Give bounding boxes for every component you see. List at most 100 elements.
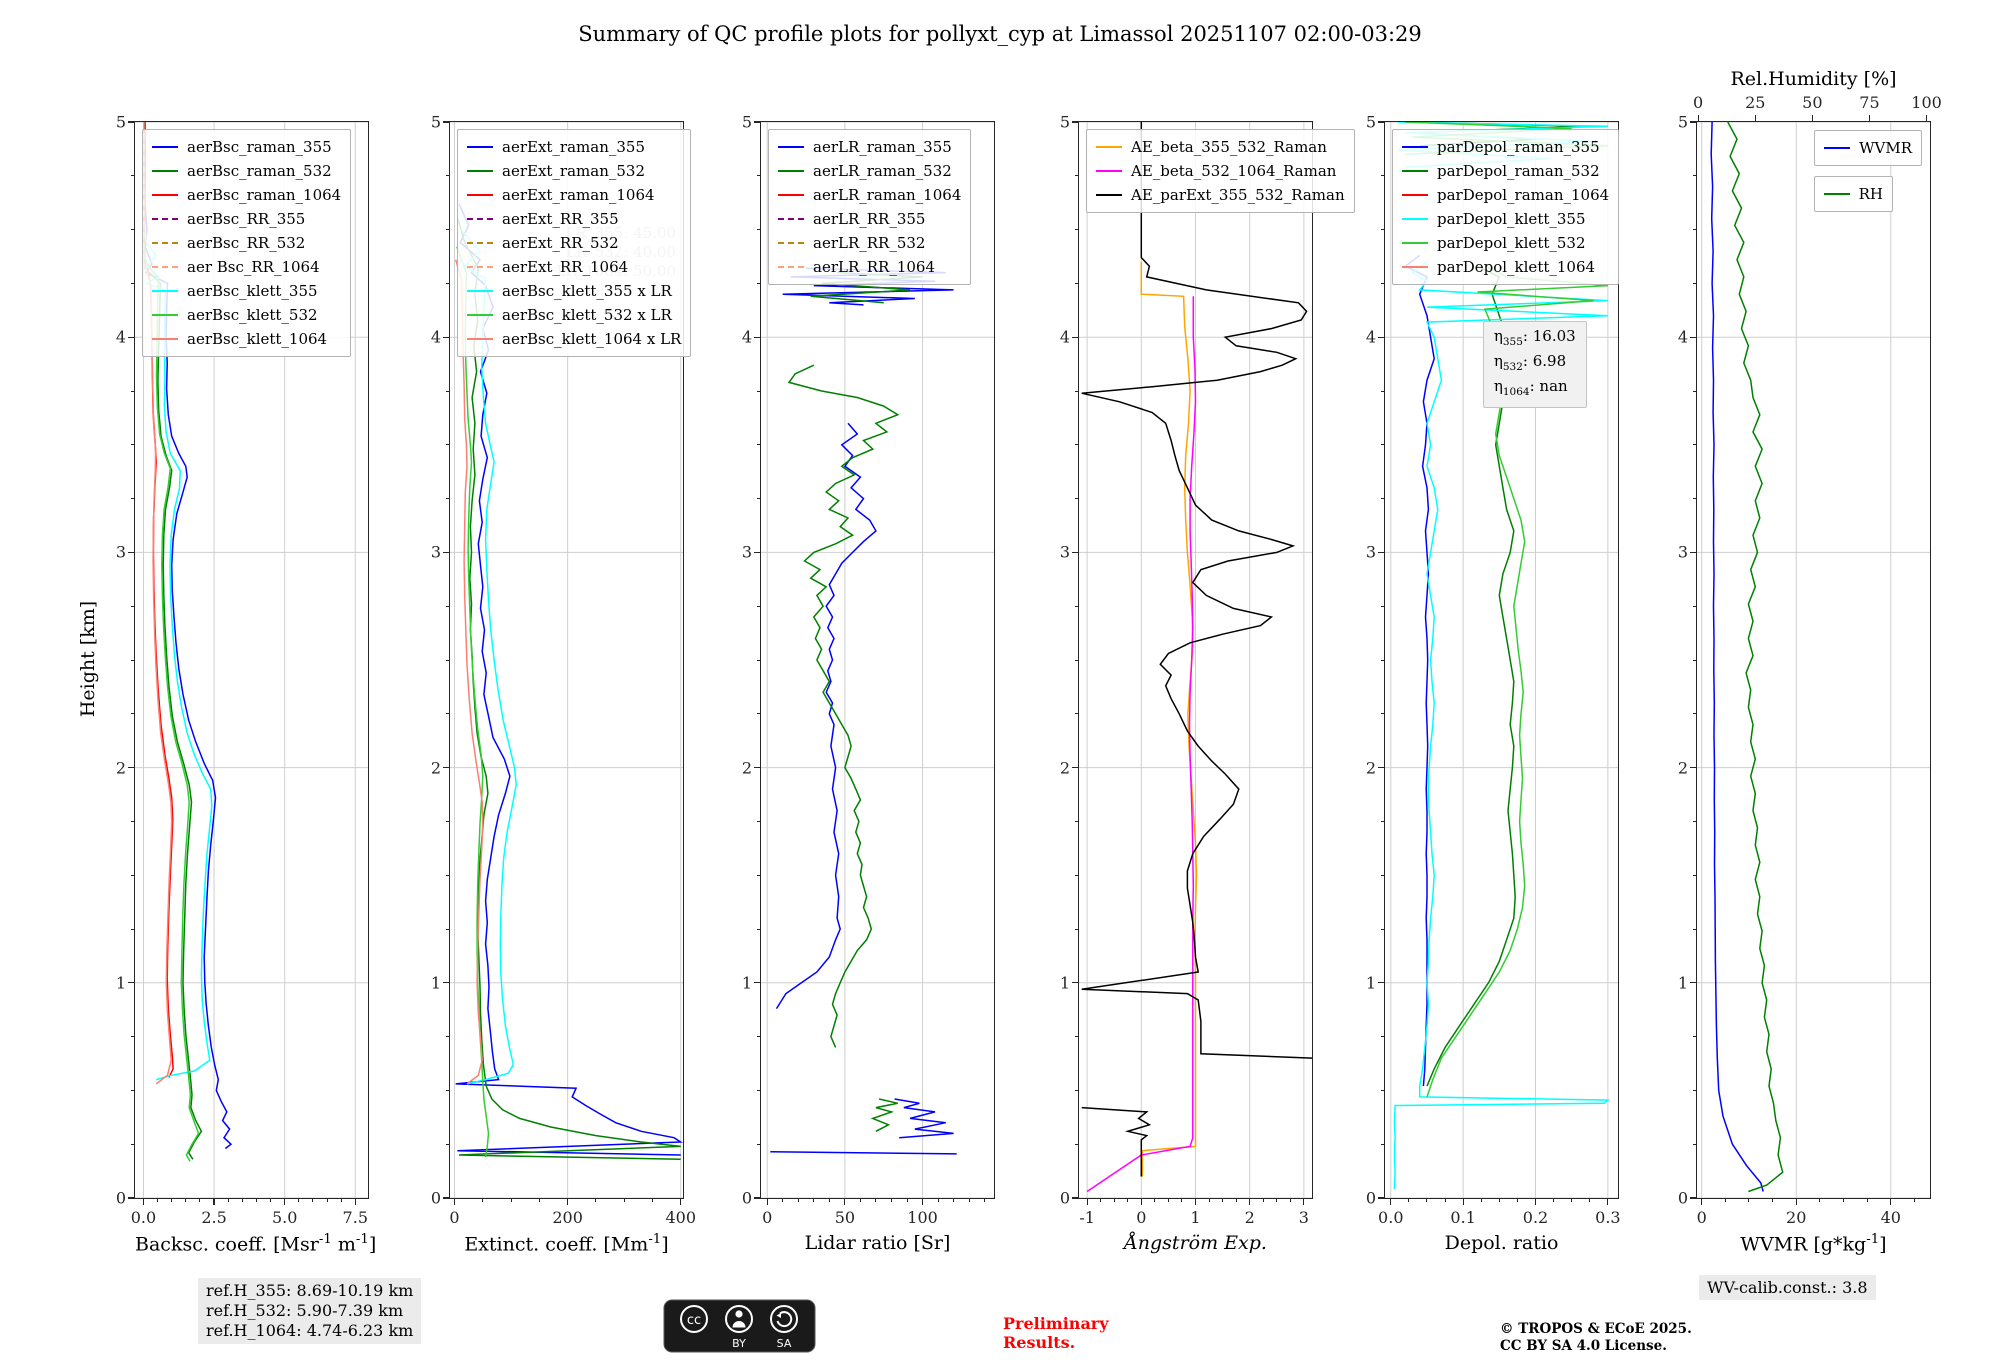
- panel-lidar-ratio: 0 50 100 0 1 2 3 4 5 Lidar ratio [Sr] aerLR_raman_…: [742, 113, 995, 1254]
- legend: parDepol_raman_355 parDepol_raman_532 parD…: [1392, 129, 1620, 285]
- tick-mark: [1690, 121, 1697, 123]
- tick-label: 2: [1365, 758, 1376, 778]
- legend-line-sample: [467, 218, 493, 220]
- x-axis-label: Ångström Exp.: [1124, 1232, 1267, 1254]
- tick-mark: [1693, 444, 1697, 446]
- legend-item: aerExt_raman_355: [467, 135, 681, 159]
- tick-label: 100: [1911, 93, 1942, 112]
- legend: aerBsc_raman_355 aerBsc_raman_532 aerBsc_r…: [142, 129, 352, 357]
- legend-item: aerBsc_RR_532: [152, 231, 341, 255]
- share-alike-arrowhead: [776, 1313, 781, 1318]
- tick-label: 50: [1802, 93, 1823, 112]
- tick-mark: [131, 605, 135, 607]
- tick-mark: [446, 390, 450, 392]
- legend-line-sample: [1402, 218, 1428, 220]
- tick-mark: [1693, 1089, 1697, 1091]
- tick-mark: [538, 1198, 540, 1202]
- legend: RH: [1813, 176, 1893, 212]
- legend-item-label: aer Bsc_RR_1064: [187, 258, 320, 276]
- tick-mark: [754, 551, 761, 553]
- legend-line-sample: [467, 290, 493, 292]
- tick-label: 20: [1786, 1208, 1807, 1227]
- tick-mark: [284, 1198, 286, 1205]
- tick-mark: [623, 1198, 625, 1202]
- tick-mark: [443, 121, 450, 123]
- x-axis-label: WVMR [g*kg-1]: [1740, 1232, 1887, 1256]
- tick-mark: [890, 1198, 892, 1202]
- tick-mark: [446, 605, 450, 607]
- tick-mark: [1167, 1198, 1169, 1202]
- tick-mark: [1235, 1198, 1237, 1202]
- legend: AE_beta_355_532_Raman AE_beta_532_1064_Ra…: [1086, 129, 1355, 213]
- tick-mark: [1607, 1198, 1609, 1205]
- preliminary-results-note: Preliminary Results.: [1003, 1314, 1109, 1352]
- legend-line-sample: [1402, 242, 1428, 244]
- legend-item-label: parDepol_raman_532: [1437, 162, 1600, 180]
- tick-mark: [937, 1198, 939, 1202]
- annotation-line: η1064: nan: [1493, 377, 1568, 399]
- tick-mark: [142, 1198, 145, 1205]
- tick-mark: [1075, 605, 1079, 607]
- tick-label: 1: [430, 973, 441, 993]
- tick-label: 0: [741, 1188, 752, 1208]
- tick-mark: [1381, 444, 1385, 446]
- tick-mark: [1748, 1198, 1750, 1202]
- tick-mark: [1690, 336, 1697, 338]
- legend-item: aerBsc_klett_1064: [152, 327, 341, 351]
- tick-mark: [1754, 115, 1756, 122]
- panel-backscatter: 0.0 2.5 5.0 7.5 0 1 2 3 4 5 Backsc. coeff. [Msr-1 …: [116, 113, 376, 1256]
- legend-line-sample: [152, 170, 178, 172]
- tick-mark: [1289, 1198, 1291, 1202]
- legend-item: aerBsc_klett_355 x LR: [467, 279, 681, 303]
- tick-mark: [1690, 767, 1697, 769]
- legend-line-sample: [467, 146, 493, 148]
- tick-mark: [1571, 1198, 1573, 1202]
- cc-license-badge: cc BY SA: [663, 1299, 816, 1357]
- tick-mark: [199, 1198, 201, 1202]
- tick-mark: [1693, 874, 1697, 876]
- tick-mark: [1072, 551, 1079, 553]
- profile-line-AE_beta_355_532_Raman: [1140, 261, 1198, 1177]
- legend-item: aerBsc_klett_532 x LR: [467, 303, 681, 327]
- tick-label: 3: [1298, 1208, 1309, 1227]
- tick-mark: [1516, 1198, 1518, 1202]
- tick-mark: [828, 1198, 830, 1202]
- tick-mark: [1072, 1197, 1079, 1199]
- profile-line-AE_parExt_355_532_Raman: [1081, 122, 1312, 1059]
- tick-mark: [757, 175, 761, 177]
- profile-line-AE_beta_532_1064_Raman: [1086, 296, 1197, 1193]
- tick-mark: [241, 1198, 243, 1202]
- tick-mark: [1693, 1143, 1697, 1145]
- badge-sa-label: SA: [777, 1337, 792, 1350]
- plot-canvas-wvmr-rh: [1697, 122, 1930, 1198]
- tick-mark: [128, 767, 135, 769]
- tick-mark: [131, 390, 135, 392]
- tick-mark: [510, 1198, 512, 1202]
- tick-mark: [1381, 820, 1385, 822]
- profile-line-parDepol_raman_355: [1403, 254, 1435, 1087]
- tick-mark: [446, 713, 450, 715]
- wv-calib-note: WV-calib.const.: 3.8: [1699, 1275, 1876, 1300]
- panel-depol-ratio: 0.0 0.1 0.2 0.3 0 1 2 3 4 5 Depol. ratio parDepol_r…: [1366, 113, 1621, 1255]
- tick-mark: [1925, 115, 1928, 122]
- legend-item-label: WVMR: [1859, 139, 1912, 157]
- legend-item: aerExt_raman_532: [467, 159, 681, 183]
- tick-mark: [446, 874, 450, 876]
- legend-item: aerBsc_klett_355: [152, 279, 341, 303]
- tick-mark: [131, 659, 135, 661]
- tick-mark: [1866, 1198, 1868, 1202]
- tick-label: 3: [1677, 542, 1688, 562]
- legend-line-sample: [467, 242, 493, 244]
- tick-mark: [1553, 1198, 1555, 1202]
- tick-label: 7.5: [342, 1208, 369, 1227]
- tick-mark: [1589, 1198, 1591, 1202]
- legend-item-label: aerBsc_RR_355: [187, 210, 306, 228]
- tick-mark: [1701, 1198, 1703, 1205]
- tick-label: 0.0: [1378, 1208, 1404, 1227]
- legend-line-sample: [1402, 146, 1428, 148]
- tick-label: 3: [115, 542, 126, 562]
- tick-mark: [1690, 982, 1697, 984]
- tick-mark: [1693, 1036, 1697, 1038]
- legend-item: aerExt_RR_1064: [467, 255, 681, 279]
- tick-mark: [757, 282, 761, 284]
